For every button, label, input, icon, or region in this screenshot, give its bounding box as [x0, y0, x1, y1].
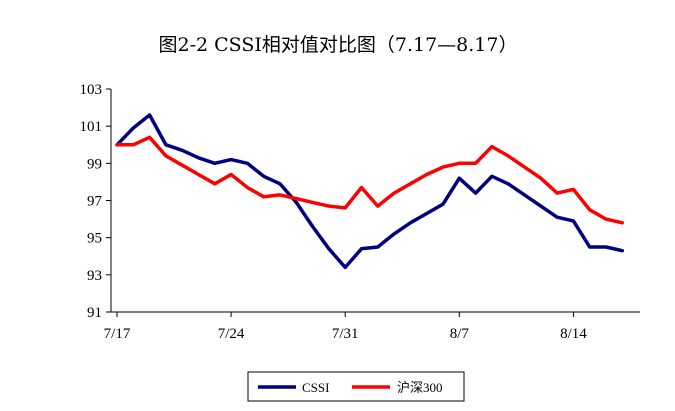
x-tick-label: 7/31	[332, 326, 359, 342]
chart-title: 图2-2 CSSI相对值对比图（7.17—8.17）	[159, 34, 518, 56]
y-axis-ticks: 91 93 95 97 99 101 103	[80, 82, 111, 321]
series-line-hs300	[115, 135, 625, 225]
x-tick-label: 7/17	[104, 326, 131, 342]
x-tick-label: 7/24	[218, 326, 245, 342]
y-tick-label: 99	[87, 156, 102, 172]
y-tick-label: 101	[80, 119, 103, 135]
x-axis-ticks: 7/17 7/24 7/31 8/7 8/14	[104, 312, 587, 342]
series-lines	[115, 113, 625, 270]
legend: CSSI 沪深300	[247, 371, 465, 402]
y-tick-label: 95	[87, 231, 102, 247]
y-tick-label: 91	[87, 305, 102, 321]
legend-label: 沪深300	[397, 380, 443, 395]
series-line-cssi	[115, 113, 625, 270]
x-tick-label: 8/7	[450, 326, 470, 342]
y-tick-label: 97	[87, 194, 103, 210]
y-tick-label: 103	[80, 82, 103, 98]
legend-label: CSSI	[302, 380, 329, 395]
y-tick-label: 93	[87, 268, 102, 284]
x-tick-label: 8/14	[560, 326, 587, 342]
